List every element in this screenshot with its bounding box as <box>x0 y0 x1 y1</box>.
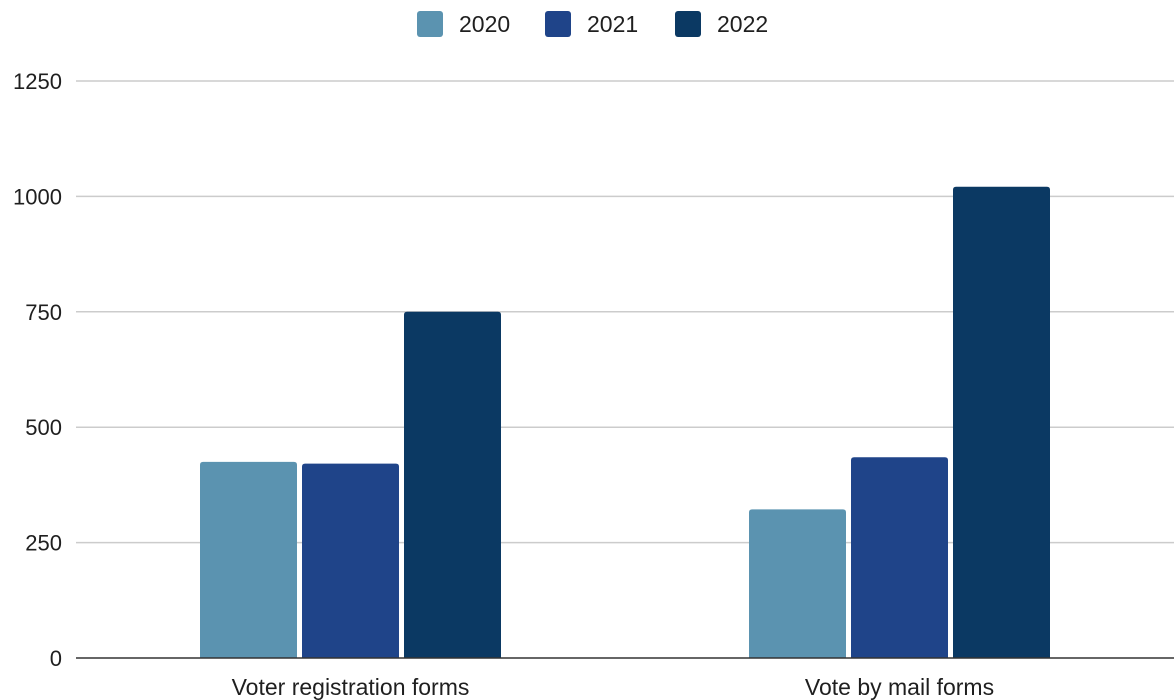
bar-2020-1 <box>749 509 846 658</box>
bar-2021-1 <box>851 457 948 658</box>
y-axis-tick-labels: 0 250 500 750 1000 1250 <box>13 69 62 671</box>
legend: 2020 2021 2022 <box>417 11 768 37</box>
y-tick-label: 250 <box>25 531 62 556</box>
y-tick-label: 750 <box>25 300 62 325</box>
legend-label: 2021 <box>587 11 638 37</box>
bar-2021-0 <box>302 463 399 658</box>
bar-2020-0 <box>200 461 297 658</box>
legend-label: 2020 <box>459 11 510 37</box>
y-tick-label: 500 <box>25 415 62 440</box>
legend-label: 2022 <box>717 11 768 37</box>
legend-item-2020: 2020 <box>417 11 510 37</box>
legend-swatch <box>545 11 571 37</box>
x-category-label: Vote by mail forms <box>805 674 994 700</box>
bar-2022-1 <box>953 186 1050 658</box>
y-tick-label: 1000 <box>13 184 62 209</box>
x-category-label: Voter registration forms <box>232 674 470 700</box>
bar-2022-0 <box>404 311 501 658</box>
x-axis-category-labels: Voter registration forms Vote by mail for… <box>232 674 994 700</box>
bars <box>200 186 1050 658</box>
y-tick-label: 1250 <box>13 69 62 94</box>
legend-item-2022: 2022 <box>675 11 768 37</box>
legend-swatch <box>675 11 701 37</box>
legend-item-2021: 2021 <box>545 11 638 37</box>
legend-swatch <box>417 11 443 37</box>
y-tick-label: 0 <box>50 646 62 671</box>
